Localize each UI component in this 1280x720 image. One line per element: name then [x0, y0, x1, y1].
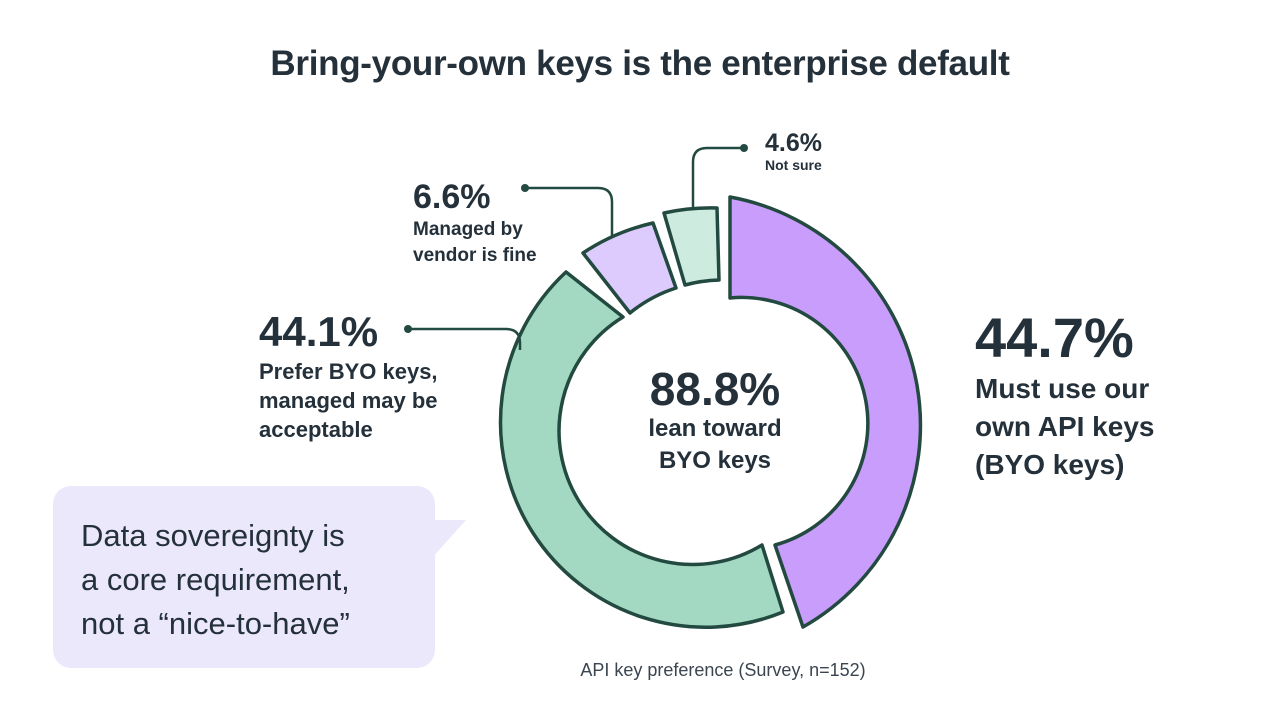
label-vendor-fine: 6.6% Managed by vendor is fine [413, 180, 537, 269]
label-must-byo: 44.7% Must use our own API keys (BYO key… [975, 310, 1154, 484]
leader-dot-44-1 [404, 325, 412, 333]
callout-tail [430, 520, 466, 560]
label-value: 44.1% [259, 308, 379, 355]
label-prefer-byo: 44.1% Prefer BYO keys, managed may be ac… [259, 311, 438, 444]
label-line: Must use our [975, 373, 1150, 404]
center-value: 88.8% [649, 363, 781, 415]
callout-line: not a “nice-to-have” [81, 606, 350, 641]
center-label: 88.8% lean toward BYO keys [615, 366, 815, 476]
callout-line: a core requirement, [81, 562, 350, 597]
label-line: (BYO keys) [975, 449, 1125, 480]
center-line-2: BYO keys [658, 447, 772, 474]
label-line: Prefer BYO keys, [259, 359, 438, 384]
label-line: managed may be [259, 388, 438, 413]
leader-6-6 [525, 186, 614, 236]
leader-lines [408, 146, 744, 350]
label-line: Managed by [413, 219, 523, 240]
callout-line: Data sovereignty is [81, 518, 345, 553]
leader-4-6 [691, 146, 744, 209]
slice-must-byo[interactable] [728, 195, 923, 629]
label-line: own API keys [975, 411, 1155, 442]
leader-dot-6-6 [521, 184, 529, 192]
slice-prefer-byo[interactable] [498, 270, 785, 629]
chart-title: Bring-your-own keys is the enterprise de… [270, 44, 1010, 83]
slice-not-sure[interactable] [662, 206, 721, 287]
leader-44-1 [408, 327, 522, 350]
label-line: vendor is fine [413, 245, 537, 266]
label-value: 44.7% [975, 306, 1134, 369]
chart-caption: API key preference (Survey, n=152) [580, 660, 866, 680]
label-value: 4.6% [765, 129, 822, 157]
leader-dot-4-6 [740, 144, 748, 152]
center-line-1: lean toward [648, 415, 782, 442]
label-not-sure: 4.6% Not sure [765, 131, 822, 174]
label-line: Not sure [765, 157, 822, 173]
callout-bubble: Data sovereignty is a core requirement, … [53, 486, 435, 668]
slice-vendor-fine[interactable] [581, 221, 678, 315]
label-value: 6.6% [413, 178, 491, 216]
label-line: acceptable [259, 417, 373, 442]
